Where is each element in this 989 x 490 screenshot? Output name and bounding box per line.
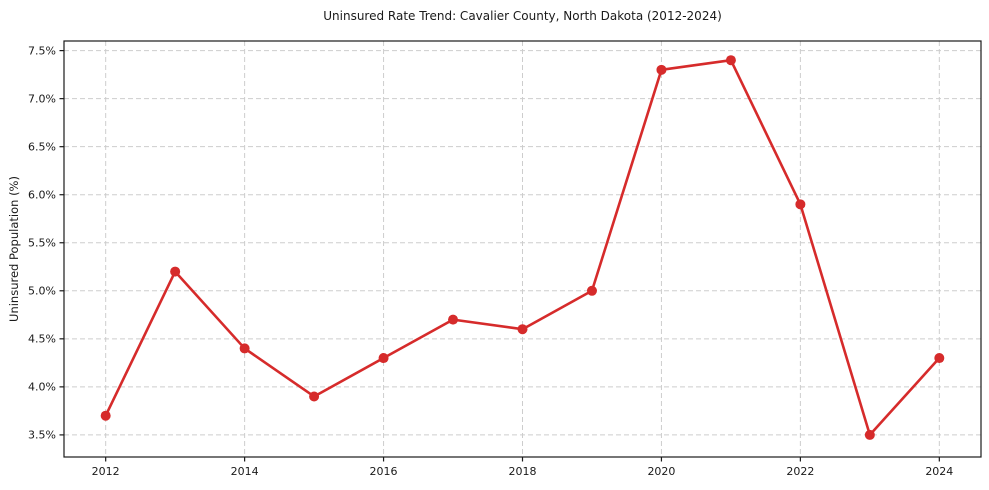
y-tick-label: 4.5% (28, 333, 56, 346)
data-point-marker (586, 285, 597, 296)
data-point-marker (725, 55, 736, 66)
plot-border (63, 40, 982, 458)
y-tick-label: 5.0% (28, 285, 56, 298)
data-point-marker (309, 391, 320, 402)
x-tick-label: 2012 (92, 465, 120, 478)
x-tick-label: 2016 (370, 465, 398, 478)
y-tick-label: 7.5% (28, 44, 56, 57)
x-tick-label: 2024 (925, 465, 953, 478)
data-point-marker (239, 343, 250, 354)
x-tick-label: 2014 (231, 465, 259, 478)
data-point-marker (378, 353, 389, 364)
data-point-marker (795, 199, 806, 210)
x-tick-label: 2022 (786, 465, 814, 478)
x-tick-label: 2020 (647, 465, 675, 478)
data-point-marker (656, 64, 667, 75)
x-tick-label: 2018 (509, 465, 537, 478)
data-point-marker (170, 266, 181, 277)
data-point-marker (517, 324, 528, 335)
data-point-marker (448, 314, 459, 325)
y-tick-label: 6.0% (28, 189, 56, 202)
chart-title: Uninsured Rate Trend: Cavalier County, N… (323, 9, 722, 23)
y-tick-label: 6.5% (28, 140, 56, 153)
data-point-marker (864, 429, 875, 440)
y-tick-label: 7.0% (28, 92, 56, 105)
y-tick-label: 3.5% (28, 429, 56, 442)
data-point-marker (100, 410, 111, 421)
data-point-marker (934, 353, 945, 364)
y-tick-label: 4.0% (28, 381, 56, 394)
y-tick-label: 5.5% (28, 237, 56, 250)
